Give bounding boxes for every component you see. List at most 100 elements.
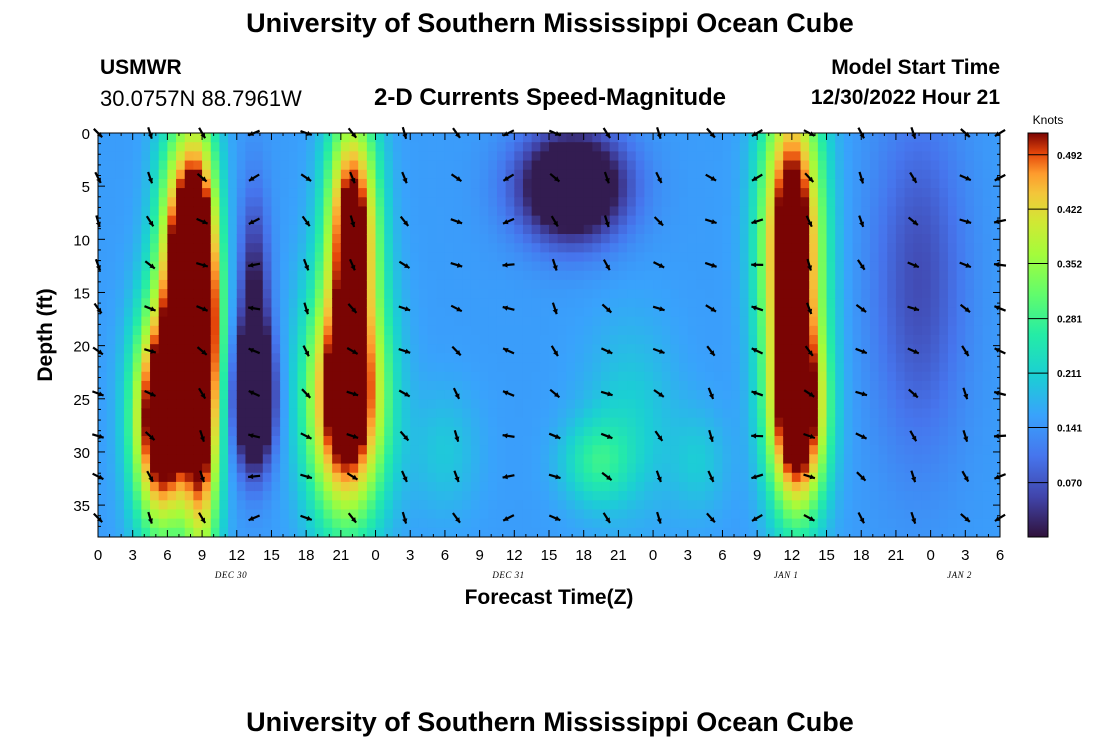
heatmap-cell: [340, 509, 351, 520]
heatmap-cell: [566, 289, 576, 299]
heatmap-cell: [210, 353, 221, 364]
heatmap-cell: [531, 445, 541, 455]
heatmap-cell: [271, 399, 281, 410]
heatmap-cell: [627, 234, 637, 244]
heatmap-cell: [167, 215, 177, 226]
heatmap-cell: [748, 335, 758, 345]
heatmap-cell: [375, 270, 385, 281]
heatmap-cell: [132, 298, 142, 309]
heatmap-cell: [921, 188, 932, 198]
heatmap-cell: [254, 234, 264, 244]
arrow-head: [402, 177, 408, 184]
heatmap-cell: [947, 463, 958, 474]
heatmap-cell: [479, 178, 489, 189]
heatmap-cell: [774, 527, 784, 537]
heatmap-cell: [288, 399, 299, 410]
heatmap-cell: [444, 160, 455, 171]
heatmap-cell: [384, 252, 394, 263]
heatmap-cell: [826, 491, 836, 501]
heatmap-cell: [150, 188, 160, 198]
heatmap-cell: [540, 335, 550, 345]
heatmap-cell: [644, 399, 654, 410]
heatmap-cell: [418, 454, 429, 465]
heatmap-cell: [366, 500, 377, 511]
heatmap-cell: [444, 344, 455, 354]
heatmap-cell: [635, 151, 645, 162]
heatmap-cell: [592, 518, 602, 529]
heatmap-cell: [713, 353, 724, 364]
heatmap-cell: [115, 399, 125, 410]
heatmap-cell: [375, 436, 385, 446]
heatmap-cell: [852, 426, 862, 437]
heatmap-cell: [410, 289, 420, 299]
heatmap-cell: [236, 408, 247, 419]
heatmap-cell: [358, 316, 368, 327]
heatmap-cell: [826, 215, 836, 226]
heatmap-cell: [167, 390, 177, 400]
heatmap-cell: [340, 252, 351, 263]
heatmap-cell: [167, 325, 177, 336]
heatmap-cell: [835, 325, 845, 336]
heatmap-cell: [410, 133, 420, 143]
heatmap-cell: [418, 169, 429, 180]
heatmap-cell: [939, 316, 949, 327]
heatmap-cell: [410, 380, 420, 391]
heatmap-cell: [366, 417, 377, 428]
heatmap-cell: [158, 224, 168, 235]
heatmap-cell: [618, 445, 628, 455]
heatmap-cell: [566, 197, 576, 208]
heatmap-cell: [965, 316, 975, 327]
heatmap-cell: [323, 436, 333, 446]
heatmap-cell: [236, 307, 247, 318]
heatmap-cell: [800, 215, 810, 226]
heatmap-cell: [444, 454, 455, 465]
heatmap-cell: [956, 445, 966, 455]
heatmap-cell: [973, 500, 984, 511]
arrow-head: [350, 221, 356, 227]
heatmap-cell: [592, 500, 602, 511]
heatmap-cell: [956, 380, 966, 391]
heatmap-cell: [973, 188, 984, 198]
heatmap-cell: [262, 500, 273, 511]
heatmap-cell: [193, 307, 203, 318]
heatmap-cell: [687, 142, 698, 152]
heatmap-cell: [687, 454, 698, 465]
heatmap-cell: [887, 289, 897, 299]
heatmap-cell: [696, 436, 706, 446]
arrow-head: [658, 263, 665, 268]
heatmap-cell: [904, 298, 914, 309]
heatmap-cell: [921, 362, 932, 373]
heatmap-cell: [757, 344, 767, 354]
heatmap-cell: [401, 436, 411, 446]
heatmap-cell: [583, 178, 593, 189]
heatmap-cell: [366, 325, 377, 336]
heatmap-cell: [531, 169, 541, 180]
heatmap-cell: [340, 298, 351, 309]
heatmap-cell: [713, 279, 724, 290]
heatmap-cell: [288, 160, 299, 171]
heatmap-cell: [757, 527, 767, 537]
heatmap-cell: [514, 298, 524, 309]
heatmap-cell: [939, 279, 949, 290]
heatmap-cell: [575, 335, 585, 345]
heatmap-cell: [921, 371, 932, 382]
heatmap-cell: [765, 426, 776, 437]
heatmap-cell: [176, 417, 186, 428]
heatmap-cell: [947, 224, 958, 235]
heatmap-cell: [193, 270, 203, 281]
heatmap-cell: [670, 142, 680, 152]
heatmap-cell: [921, 344, 932, 354]
heatmap-cell: [869, 224, 880, 235]
heatmap-cell: [939, 261, 949, 272]
heatmap-cell: [375, 408, 385, 419]
heatmap-cell: [444, 362, 455, 373]
heatmap-cell: [505, 527, 515, 537]
heatmap-cell: [748, 289, 758, 299]
heatmap-cell: [887, 224, 897, 235]
heatmap-cell: [236, 344, 247, 354]
heatmap-cell: [549, 380, 559, 391]
heatmap-cell: [583, 380, 593, 391]
heatmap-cell: [401, 527, 411, 537]
heatmap-cell: [158, 436, 168, 446]
heatmap-cell: [124, 426, 134, 437]
